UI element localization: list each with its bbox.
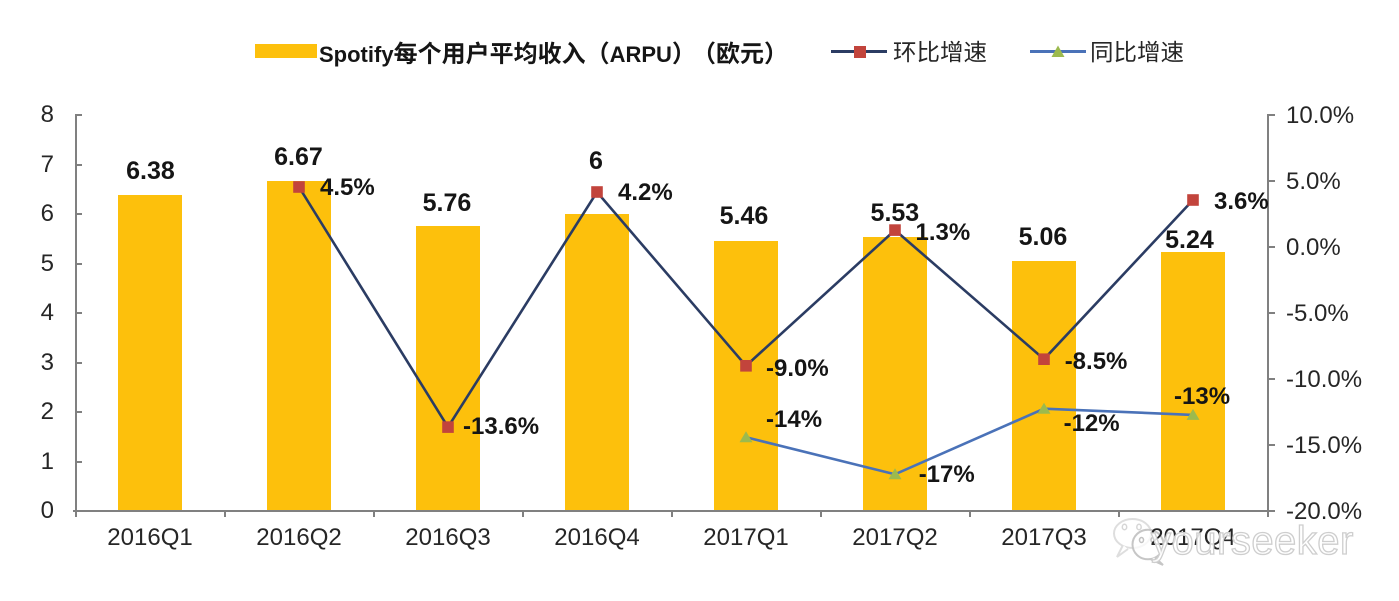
svg-text:ARPU: ARPU: [610, 42, 672, 67]
svg-text:Spotify: Spotify: [319, 42, 394, 67]
